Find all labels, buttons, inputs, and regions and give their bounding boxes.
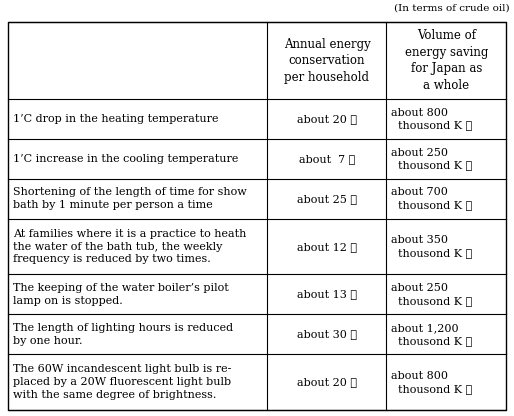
Text: 1’C increase in the cooling temperature: 1’C increase in the cooling temperature (13, 154, 238, 164)
Text: about 800
  thousond K ℓ: about 800 thousond K ℓ (392, 371, 473, 394)
Text: about 30 ℓ: about 30 ℓ (297, 329, 357, 339)
Text: Shortening of the length of time for show
bath by 1 minute per person a time: Shortening of the length of time for sho… (13, 187, 247, 210)
Text: (In terms of crude oil): (In terms of crude oil) (394, 4, 510, 13)
Text: about 12 ℓ: about 12 ℓ (297, 242, 357, 252)
Text: about 250
  thousond K ℓ: about 250 thousond K ℓ (392, 283, 473, 306)
Text: The 60W incandescent light bulb is re-
placed by a 20W fluorescent light bulb
wi: The 60W incandescent light bulb is re- p… (13, 364, 231, 400)
Text: Annual energy
conservation
per household: Annual energy conservation per household (284, 37, 371, 84)
Text: The keeping of the water boiler’s pilot
lamp on is stopped.: The keeping of the water boiler’s pilot … (13, 283, 229, 306)
Text: 1’C drop in the heating temperature: 1’C drop in the heating temperature (13, 114, 218, 124)
Text: about 13 ℓ: about 13 ℓ (297, 290, 357, 300)
Text: about 800
  thousond K ℓ: about 800 thousond K ℓ (392, 108, 473, 130)
Text: about 25 ℓ: about 25 ℓ (297, 194, 357, 204)
Text: about 700
  thousond K ℓ: about 700 thousond K ℓ (392, 187, 473, 210)
Text: about 1,200
  thousond K ℓ: about 1,200 thousond K ℓ (392, 323, 473, 346)
Text: about 20 ℓ: about 20 ℓ (297, 114, 357, 124)
Text: about 20 ℓ: about 20 ℓ (297, 377, 357, 387)
Text: about  7 ℓ: about 7 ℓ (299, 154, 355, 164)
Text: about 350
  thousond K ℓ: about 350 thousond K ℓ (392, 235, 473, 258)
Text: At families where it is a practice to heath
the water of the bath tub, the weekl: At families where it is a practice to he… (13, 229, 246, 265)
Text: The length of lighting hours is reduced
by one hour.: The length of lighting hours is reduced … (13, 323, 233, 346)
Text: Volume of
energy saving
for Japan as
a whole: Volume of energy saving for Japan as a w… (405, 29, 488, 92)
Text: about 250
  thousond K ℓ: about 250 thousond K ℓ (392, 148, 473, 170)
